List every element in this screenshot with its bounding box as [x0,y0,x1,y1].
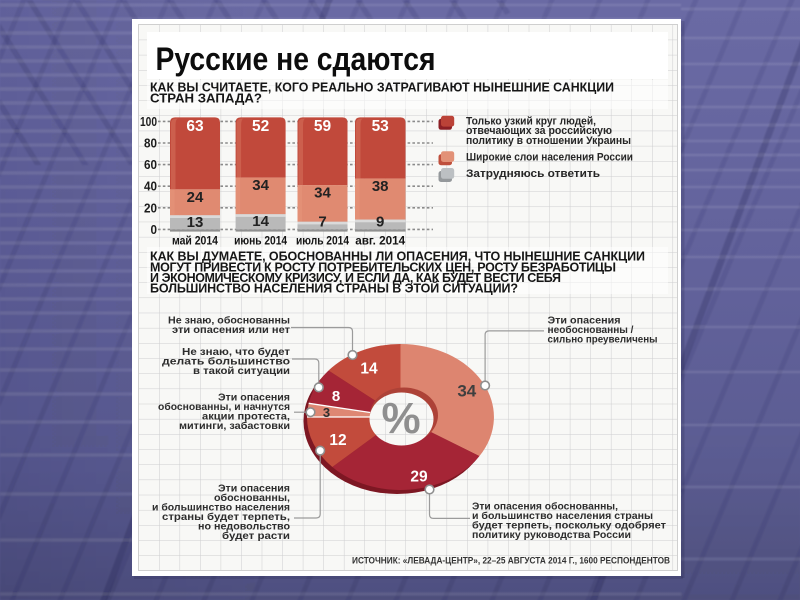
svg-text:и большинство населения страны: и большинство населения страны [472,511,653,522]
svg-text:29: 29 [410,469,428,486]
svg-text:но недовольство: но недовольство [198,522,290,533]
svg-text:отвечающих за российскую: отвечающих за российскую [466,125,612,137]
svg-text:Не знаю, что будет: Не знаю, что будет [182,347,290,358]
svg-text:Затрудняюсь ответить: Затрудняюсь ответить [466,168,600,180]
svg-text:будет терпеть, поскольку одобр: будет терпеть, поскольку одобряет [472,521,666,532]
svg-text:авг. 2014: авг. 2014 [355,234,405,248]
svg-text:июнь 2014: июнь 2014 [234,234,287,248]
svg-text:20: 20 [144,200,157,215]
svg-text:40: 40 [144,179,157,194]
svg-text:9: 9 [376,214,384,231]
svg-text:14: 14 [252,213,269,230]
svg-text:53: 53 [372,118,390,135]
svg-text:будет расти: будет расти [222,531,290,542]
svg-text:обоснованны,: обоснованны, [214,493,290,504]
svg-text:12: 12 [329,432,346,449]
svg-text:8: 8 [332,388,340,405]
svg-text:СТРАН ЗАПАДА?: СТРАН ЗАПАДА? [150,92,262,106]
svg-text:59: 59 [314,118,332,135]
svg-text:0: 0 [151,222,158,237]
svg-text:и большинство населения: и большинство населения [152,503,290,514]
svg-text:63: 63 [186,118,204,135]
svg-text:Широкие слои населения России: Широкие слои населения России [466,151,633,163]
svg-text:7: 7 [318,214,326,231]
svg-text:34: 34 [314,185,331,202]
svg-text:необоснованны /: необоснованны / [548,325,634,336]
svg-text:в такой ситуации: в такой ситуации [193,366,290,377]
svg-text:100: 100 [140,114,157,129]
svg-text:Только узкий круг людей,: Только узкий круг людей, [466,116,596,128]
svg-text:13: 13 [187,214,204,231]
svg-text:июль 2014: июль 2014 [296,234,349,248]
svg-text:КАК ВЫ СЧИТАЕТЕ, КОГО РЕАЛЬНО: КАК ВЫ СЧИТАЕТЕ, КОГО РЕАЛЬНО ЗАТРАГИВАЮ… [150,80,614,94]
svg-text:3: 3 [323,405,330,420]
svg-text:страны будет терпеть,: страны будет терпеть, [162,512,290,523]
svg-text:24: 24 [187,189,204,206]
svg-text:34: 34 [252,177,269,194]
svg-text:Не знаю, обоснованны: Не знаю, обоснованны [168,316,290,327]
svg-text:Русские не сдаются: Русские не сдаются [156,41,436,77]
svg-text:сильно преувеличены: сильно преувеличены [548,335,658,346]
svg-text:Эти опасения: Эти опасения [218,393,290,404]
svg-text:май 2014: май 2014 [172,234,218,248]
svg-text:обоснованны, и начнутся: обоснованны, и начнутся [158,402,290,413]
svg-text:БОЛЬШИНСТВО НАСЕЛЕНИЯ СТРАНЫ В: БОЛЬШИНСТВО НАСЕЛЕНИЯ СТРАНЫ В ЭТОЙ СИТУ… [150,281,518,296]
svg-text:политику руководства России: политику руководства России [472,530,631,541]
svg-text:80: 80 [144,136,157,151]
svg-text:34: 34 [457,382,476,401]
svg-text:политику в отношении Украины: политику в отношении Украины [466,135,631,147]
svg-text:И ЭКОНОМИЧЕСКОМУ КРИЗИСУ, И ЕС: И ЭКОНОМИЧЕСКОМУ КРИЗИСУ, И ЕСЛИ ДА, КАК… [150,271,561,285]
svg-text:38: 38 [372,178,389,195]
svg-text:Эти опасения: Эти опасения [218,484,290,495]
svg-text:акции протеста,: акции протеста, [202,412,290,423]
svg-text:ИСТОЧНИК: «ЛЕВАДА-ЦЕНТР», 22–2: ИСТОЧНИК: «ЛЕВАДА-ЦЕНТР», 22–25 АВГУСТА … [352,556,670,566]
svg-text:52: 52 [252,118,269,135]
svg-text:%: % [381,394,420,443]
svg-text:60: 60 [144,157,157,172]
svg-text:МОГУТ ПРИВЕСТИ К РОСТУ ПОТРЕБИ: МОГУТ ПРИВЕСТИ К РОСТУ ПОТРЕБИТЕЛЬСКИХ Ц… [150,261,616,275]
svg-text:делать большинство: делать большинство [162,357,290,368]
svg-text:14: 14 [360,360,378,377]
svg-text:Эти опасения: Эти опасения [548,316,621,327]
svg-text:Эти опасения обоснованны,: Эти опасения обоснованны, [472,502,618,513]
svg-text:митинги, забастовки: митинги, забастовки [179,421,290,432]
svg-text:КАК ВЫ ДУМАЕТЕ, ОБОСНОВАННЫ ЛИ: КАК ВЫ ДУМАЕТЕ, ОБОСНОВАННЫ ЛИ ОПАСЕНИЯ,… [150,250,645,264]
svg-text:эти опасения или нет: эти опасения или нет [172,325,290,336]
